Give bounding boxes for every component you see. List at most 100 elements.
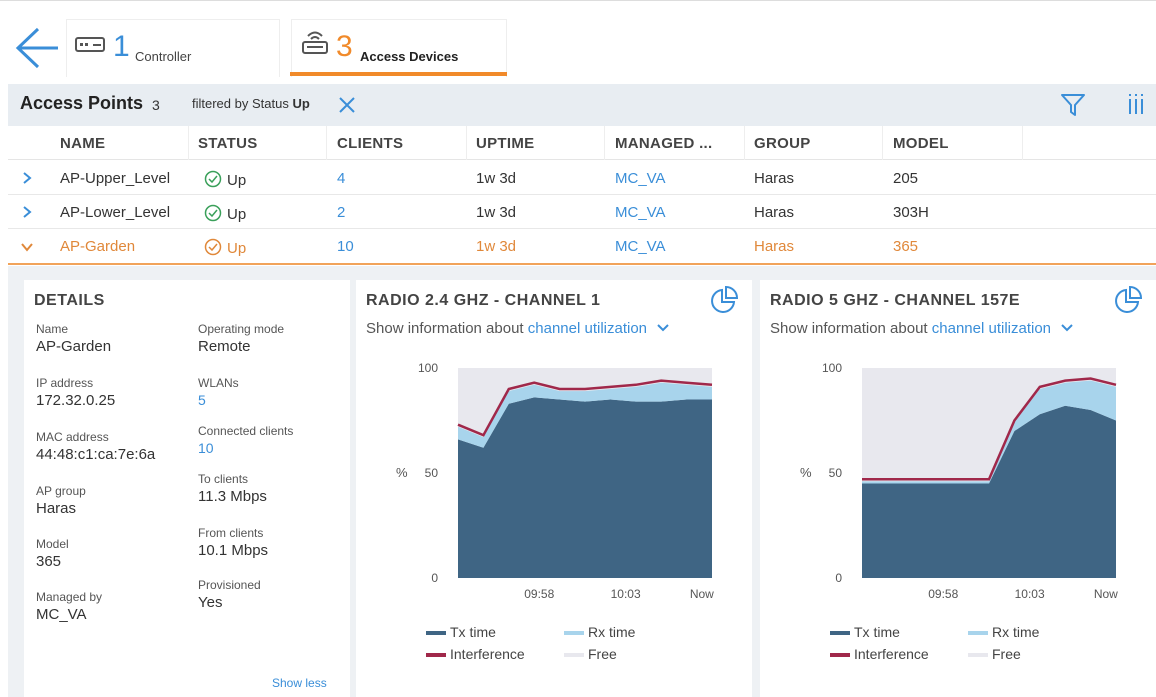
radio-title: RADIO 5 GHZ - CHANNEL 157E [770, 292, 1021, 309]
table-row[interactable]: AP-Upper_Level Up 4 1w 3d MC_VA Haras 20… [8, 161, 1156, 195]
cell-managed[interactable]: MC_VA [615, 204, 666, 221]
col-status[interactable]: STATUS [198, 135, 258, 152]
x-tick-label: Now [1094, 587, 1118, 601]
y-tick-label: 100 [822, 361, 842, 375]
chevron-right-icon[interactable] [20, 171, 34, 185]
x-tick-label: 09:58 [524, 587, 554, 601]
detail-label: Name [36, 322, 69, 336]
legend-swatch-tx [830, 631, 850, 635]
tab-access-devices[interactable]: 3 Access Devices [291, 19, 507, 77]
x-tick-label: 10:03 [611, 587, 641, 601]
chevron-down-icon[interactable] [1061, 323, 1073, 333]
y-tick-label: 0 [835, 571, 842, 585]
legend-interference: Interference [426, 646, 525, 662]
detail-label: Connected clients [198, 424, 294, 438]
show-info-selected[interactable]: channel utilization [527, 320, 648, 337]
show-less-link[interactable]: Show less [272, 676, 327, 690]
x-tick-label: 10:03 [1015, 587, 1045, 601]
ap-detail-area: DETAILS Name AP-Garden IP address 172.32… [8, 266, 1156, 697]
chart-legend: Tx time Rx time Interference Free [830, 622, 1130, 672]
cell-status: Up [204, 204, 246, 223]
chevron-right-icon[interactable] [20, 205, 34, 219]
detail-label: IP address [36, 376, 94, 390]
y-tick-label: 50 [425, 466, 439, 480]
status-text: Up [227, 206, 247, 223]
x-tick-label: Now [690, 587, 714, 601]
detail-operating-mode: Operating mode Remote [198, 322, 348, 355]
tab-controller-label: Controller [135, 49, 192, 64]
clear-filter-icon[interactable] [338, 96, 356, 114]
pie-chart-icon[interactable] [1112, 284, 1144, 316]
access-points-title: Access Points [20, 93, 144, 113]
show-info-prefix: Show information about [770, 320, 928, 337]
column-divider [326, 126, 327, 160]
legend-swatch-interference [426, 653, 446, 657]
col-name[interactable]: NAME [60, 135, 106, 152]
tab-controller-count: 1 [113, 30, 130, 63]
column-chooser-icon[interactable] [1128, 92, 1144, 116]
chart-legend: Tx time Rx time Interference Free [426, 622, 726, 672]
chevron-down-icon[interactable] [657, 323, 669, 333]
column-divider [466, 126, 467, 160]
column-divider [744, 126, 745, 160]
detail-label: Model [36, 537, 69, 551]
access-point-icon [302, 31, 328, 54]
detail-label: WLANs [198, 376, 239, 390]
active-tab-indicator [290, 72, 507, 76]
detail-to-clients: To clients 11.3 Mbps [198, 472, 348, 505]
table-header: NAME STATUS CLIENTS UPTIME MANAGED ... G… [8, 126, 1156, 160]
detail-label: Provisioned [198, 578, 261, 592]
detail-label: AP group [36, 484, 86, 498]
detail-value: MC_VA [36, 606, 87, 623]
col-uptime[interactable]: UPTIME [476, 135, 535, 152]
y-tick-label: 50 [829, 466, 843, 480]
cell-group: Haras [754, 170, 795, 187]
detail-value-link[interactable]: 5 [198, 392, 206, 408]
table-row[interactable]: AP-Lower_Level Up 2 1w 3d MC_VA Haras 30… [8, 195, 1156, 229]
back-arrow-icon[interactable] [14, 25, 60, 71]
legend-label: Free [588, 646, 617, 662]
cell-managed[interactable]: MC_VA [615, 170, 666, 187]
cell-model: 365 [893, 238, 919, 255]
area-series-rx-time [458, 382, 712, 448]
legend-rx: Rx time [968, 624, 1039, 640]
legend-swatch-rx [564, 631, 584, 635]
detail-value-link[interactable]: 10 [198, 440, 214, 456]
chevron-down-icon[interactable] [20, 240, 34, 254]
filter-value: Up [292, 96, 310, 111]
cell-model: 303H [893, 204, 929, 221]
detail-label: Managed by [36, 590, 103, 604]
cell-clients[interactable]: 2 [337, 204, 346, 221]
legend-label: Rx time [992, 624, 1040, 640]
detail-value: 44:48:c1:ca:7e:6a [36, 446, 156, 463]
col-clients[interactable]: CLIENTS [337, 135, 404, 152]
cell-uptime: 1w 3d [476, 204, 517, 221]
cell-clients[interactable]: 4 [337, 170, 346, 187]
show-info-selected[interactable]: channel utilization [931, 320, 1052, 337]
column-divider [882, 126, 883, 160]
col-managed[interactable]: MANAGED ... [615, 135, 713, 152]
area-series-tx-time [862, 405, 1116, 578]
tab-controller[interactable]: 1 Controller [66, 19, 280, 77]
legend-tx: Tx time [426, 624, 496, 640]
filter-funnel-icon[interactable] [1060, 92, 1086, 118]
table-row-selected[interactable]: AP-Garden Up 10 1w 3d MC_VA Haras 365 [8, 229, 1156, 265]
y-axis-label: % [396, 465, 408, 480]
cell-managed[interactable]: MC_VA [615, 238, 666, 255]
area-series-rx-time [862, 380, 1116, 484]
detail-from-clients: From clients 10.1 Mbps [198, 526, 348, 559]
legend-swatch-tx [426, 631, 446, 635]
show-info-selector[interactable]: Show information about channel utilizati… [366, 320, 669, 337]
detail-managed-by: Managed by MC_VA [36, 590, 186, 623]
show-info-selector[interactable]: Show information about channel utilizati… [770, 320, 1073, 337]
col-group[interactable]: GROUP [754, 135, 811, 152]
cell-clients[interactable]: 10 [337, 238, 354, 255]
detail-ip: IP address 172.32.0.25 [36, 376, 186, 409]
radio-5ghz-panel: RADIO 5 GHZ - CHANNEL 157E Show informat… [760, 280, 1156, 697]
detail-ap-group: AP group Haras [36, 484, 186, 517]
status-ok-icon [204, 238, 222, 256]
legend-tx: Tx time [830, 624, 900, 640]
pie-chart-icon[interactable] [708, 284, 740, 316]
col-model[interactable]: MODEL [893, 135, 949, 152]
y-tick-label: 0 [431, 571, 438, 585]
